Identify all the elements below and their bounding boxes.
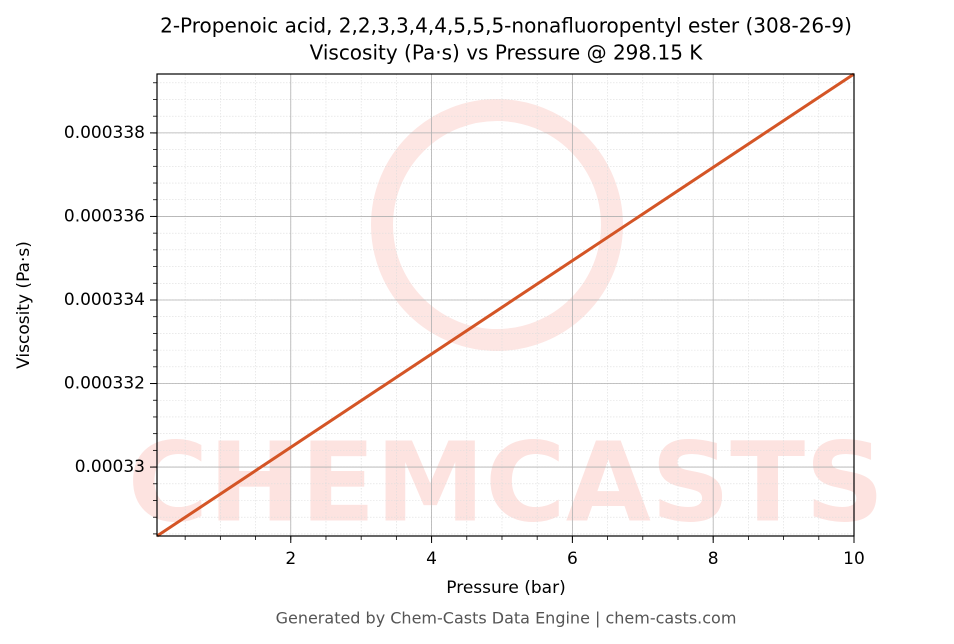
watermark-logo — [371, 99, 623, 351]
y-tick-label: 0.000336 — [64, 206, 145, 226]
x-tick-label: 2 — [285, 549, 296, 569]
x-tick-label: 8 — [708, 549, 719, 569]
y-tick-label: 0.00033 — [75, 457, 145, 477]
x-tick-label: 10 — [843, 549, 865, 569]
watermark: CHEMCASTS — [128, 418, 885, 546]
x-tick-label: 4 — [426, 549, 437, 569]
data-line — [156, 72, 855, 538]
y-tick-label: 0.000338 — [64, 123, 145, 143]
footer: Generated by Chem-Casts Data Engine | ch… — [276, 609, 737, 628]
x-tick-label: 6 — [567, 549, 578, 569]
y-tick-label: 0.000334 — [64, 290, 145, 310]
chart-subtitle: Viscosity (Pa·s) vs Pressure @ 298.15 K — [310, 41, 704, 65]
y-tick-label: 0.000332 — [64, 374, 145, 394]
plot-frame — [156, 73, 855, 537]
chart-title: 2-Propenoic acid, 2,2,3,3,4,4,5,5,5-nona… — [160, 14, 852, 38]
x-axis-label: Pressure (bar) — [446, 578, 565, 598]
y-axis-label: Viscosity (Pa·s) — [14, 241, 34, 369]
